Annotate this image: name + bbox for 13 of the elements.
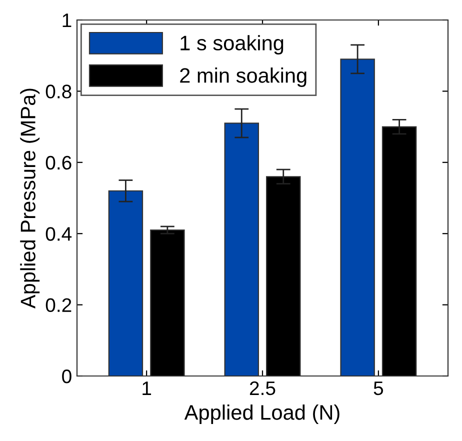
y-tick-label: 0.8 <box>46 84 72 98</box>
x-tick-label: 1 <box>142 382 152 395</box>
legend-label: 1 s soaking <box>180 35 284 55</box>
y-axis-title: Applied Pressure (MPa) <box>20 88 40 309</box>
y-tick-label: 0.6 <box>46 156 72 170</box>
y-tick-label: 0.4 <box>46 227 72 241</box>
y-tick-label: 0 <box>62 369 72 384</box>
legend-label: 2 min soaking <box>180 68 306 87</box>
y-tick-label: 0.2 <box>46 298 72 312</box>
x-tick-label: 2.5 <box>250 381 276 396</box>
x-axis-title: Applied Load (N) <box>184 404 340 424</box>
y-tick-label: 1 <box>62 14 72 28</box>
x-tick-label: 5 <box>374 382 384 396</box>
